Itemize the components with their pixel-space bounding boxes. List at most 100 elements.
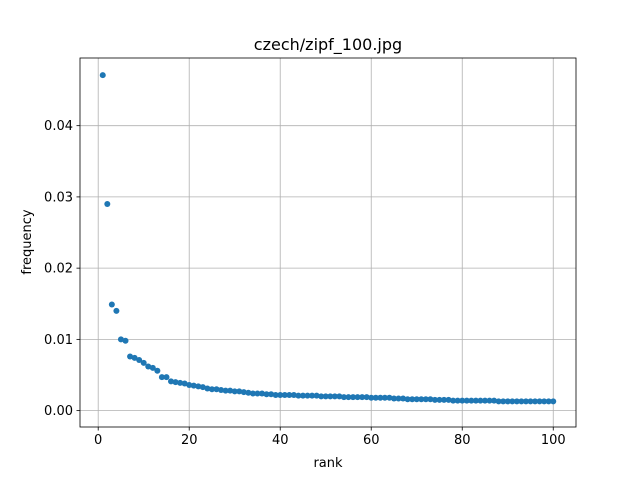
- data-point: [377, 394, 384, 401]
- data-point: [400, 395, 407, 402]
- data-point: [108, 301, 115, 308]
- data-point: [99, 72, 106, 79]
- data-point: [431, 396, 438, 403]
- data-point: [259, 390, 266, 397]
- data-point: [204, 385, 211, 392]
- data-point: [368, 394, 375, 401]
- x-axis-ticks: 0 20 40 60 80 100: [94, 427, 566, 448]
- x-tick-label: 0: [94, 433, 102, 448]
- x-tick-label: 80: [454, 433, 471, 448]
- data-point: [295, 392, 302, 399]
- data-point: [131, 354, 138, 361]
- data-point: [331, 393, 338, 400]
- data-point: [140, 359, 147, 366]
- y-tick-label: 0.00: [44, 404, 73, 419]
- data-point: [122, 337, 129, 344]
- data-point: [245, 389, 252, 396]
- data-point: [322, 393, 329, 400]
- data-points: [99, 72, 557, 405]
- data-point: [177, 379, 184, 386]
- data-point: [163, 374, 170, 381]
- data-point: [491, 397, 498, 404]
- data-point: [518, 398, 525, 405]
- data-point: [336, 393, 343, 400]
- data-point: [222, 387, 229, 394]
- data-point: [249, 390, 256, 397]
- data-point: [500, 398, 507, 405]
- data-point: [409, 396, 416, 403]
- data-point: [127, 353, 134, 360]
- data-point: [354, 394, 361, 401]
- data-point: [486, 397, 493, 404]
- data-point: [313, 392, 320, 399]
- data-point: [304, 392, 311, 399]
- data-point: [413, 396, 420, 403]
- data-point: [172, 379, 179, 386]
- x-tick-label: 20: [181, 433, 198, 448]
- x-tick-label: 60: [363, 433, 380, 448]
- data-point: [268, 391, 275, 398]
- y-axis-label: frequency: [20, 209, 35, 275]
- data-point: [113, 307, 120, 314]
- data-point: [427, 396, 434, 403]
- data-point: [299, 392, 306, 399]
- data-point: [532, 398, 539, 405]
- data-point: [395, 395, 402, 402]
- data-point: [213, 386, 220, 393]
- data-point: [318, 393, 325, 400]
- data-point: [422, 396, 429, 403]
- data-point: [272, 391, 279, 398]
- data-point: [286, 391, 293, 398]
- data-point: [481, 397, 488, 404]
- data-point: [186, 381, 193, 388]
- data-point: [117, 336, 124, 343]
- data-point: [450, 397, 457, 404]
- data-point: [104, 201, 111, 208]
- data-point: [472, 397, 479, 404]
- data-point: [290, 391, 297, 398]
- data-point: [436, 396, 443, 403]
- data-point: [281, 391, 288, 398]
- data-point: [359, 394, 366, 401]
- data-point: [495, 398, 502, 405]
- y-tick-label: 0.04: [44, 119, 73, 134]
- data-point: [522, 398, 529, 405]
- data-point: [545, 398, 552, 405]
- plot-frame: [79, 57, 577, 428]
- data-point: [154, 367, 161, 374]
- y-axis-ticks: 0.00 0.01 0.02 0.03 0.04: [44, 119, 80, 419]
- data-point: [536, 398, 543, 405]
- y-tick-label: 0.02: [44, 262, 73, 277]
- x-tick-label: 100: [541, 433, 566, 448]
- data-point: [195, 383, 202, 390]
- data-point: [263, 391, 270, 398]
- data-point: [208, 386, 215, 393]
- x-axis-label: rank: [313, 456, 343, 471]
- data-point: [454, 397, 461, 404]
- data-point: [404, 396, 411, 403]
- data-point: [149, 364, 156, 371]
- data-point: [136, 357, 143, 364]
- data-point: [218, 386, 225, 393]
- data-point: [463, 397, 470, 404]
- data-point: [309, 392, 316, 399]
- y-tick-label: 0.01: [44, 333, 73, 348]
- data-point: [190, 382, 197, 389]
- data-point: [390, 395, 397, 402]
- data-point: [541, 398, 548, 405]
- data-point: [277, 391, 284, 398]
- data-point: [168, 378, 175, 385]
- data-point: [527, 398, 534, 405]
- data-point: [145, 363, 152, 370]
- data-point: [372, 394, 379, 401]
- data-point: [477, 397, 484, 404]
- data-point: [327, 393, 334, 400]
- chart-title: czech/zipf_100.jpg: [254, 35, 402, 55]
- data-point: [459, 397, 466, 404]
- data-point: [254, 390, 261, 397]
- data-point: [350, 394, 357, 401]
- data-point: [381, 394, 388, 401]
- data-point: [240, 389, 247, 396]
